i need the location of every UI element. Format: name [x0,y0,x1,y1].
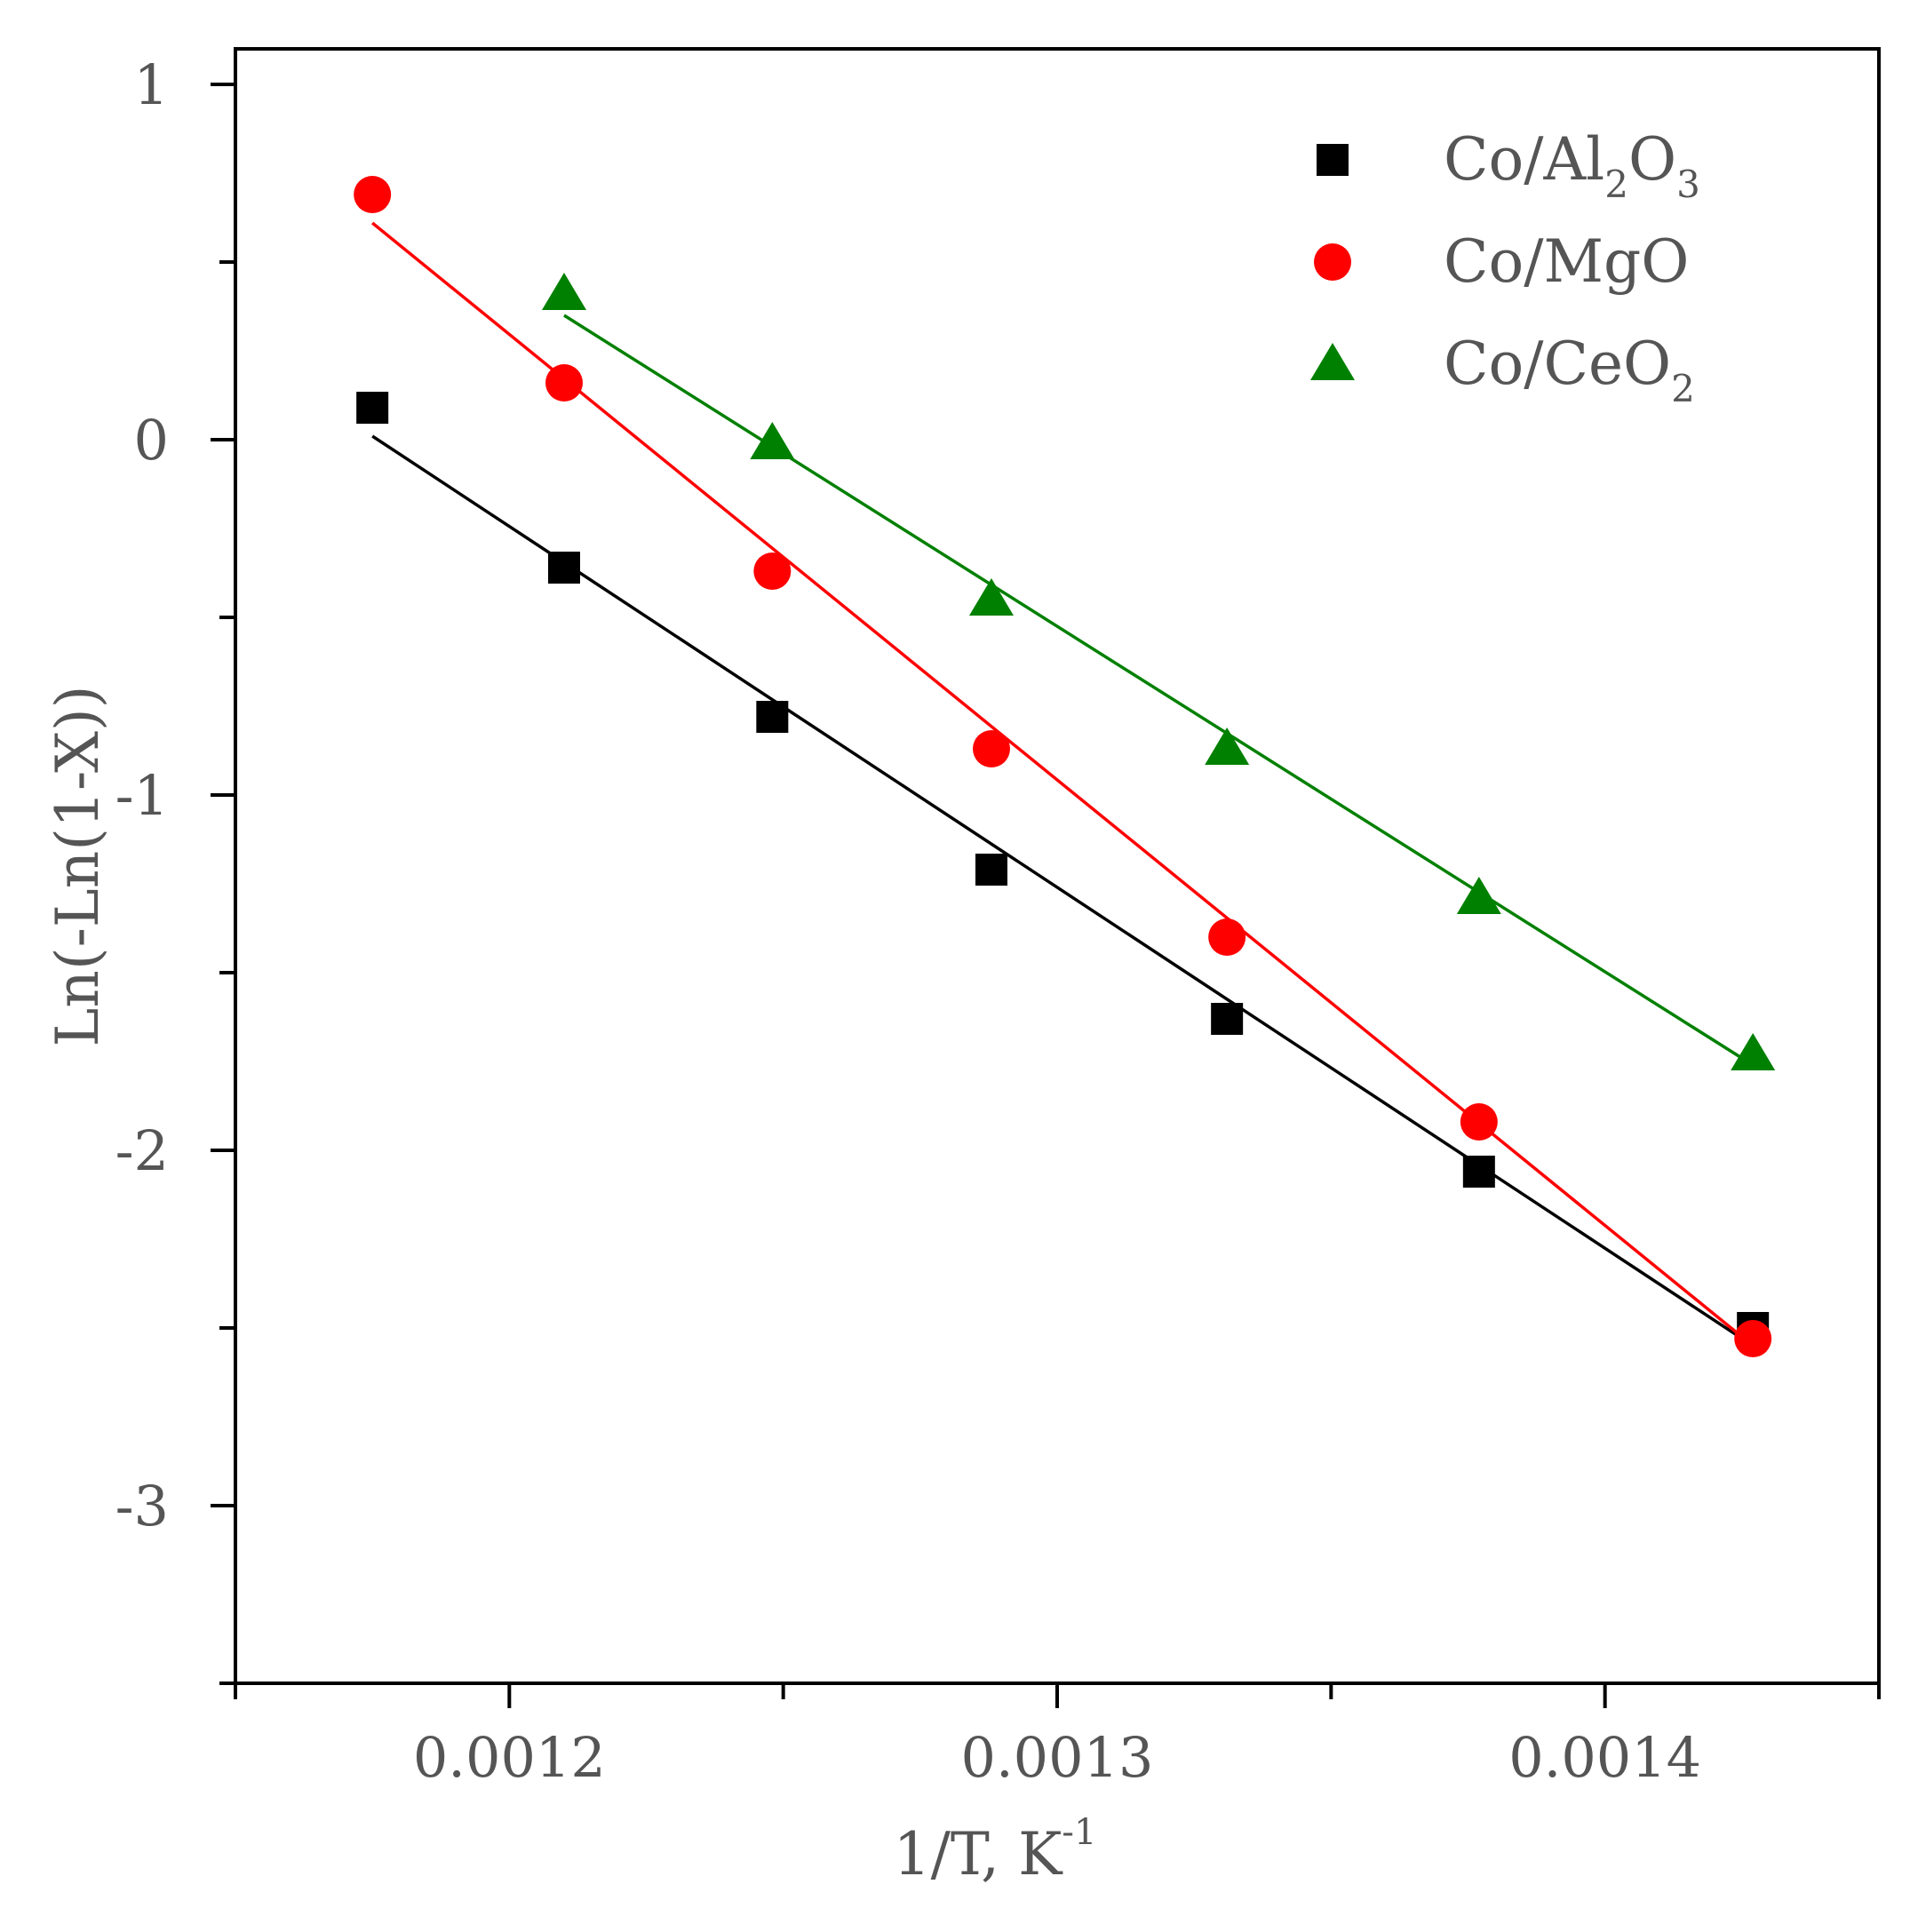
series-2-point [1208,918,1246,956]
series-1-point [356,392,389,424]
legend-label-1: Co/Al2O3 [1444,125,1700,206]
x-tick-label: 0.0012 [413,1725,606,1790]
series-2-point [545,364,583,402]
series-1-point [1211,1003,1244,1035]
x-axis-ticks: 0.0012 0.0013 0.0014 [234,1683,1881,1790]
x-axis-title-exponent: -1 [1062,1812,1096,1853]
y-tick-label: -3 [115,1474,169,1538]
series-2-point [1460,1103,1498,1141]
series-3-point [969,578,1014,616]
series-2-fit-line [371,221,1755,1348]
x-axis-title: 1/T, K-1 [894,1812,1097,1888]
legend-text-part: O [1628,125,1676,194]
legend-marker-2 [1314,243,1351,281]
y-axis-title: Ln(-Ln(1-X)) [44,686,112,1047]
series-1-point [975,854,1007,886]
legend-text-part: Co/Al [1444,125,1604,194]
series-1-fit-line [371,434,1755,1348]
series-3-point [1205,727,1250,765]
series-1-point [756,701,789,733]
series-3-point [542,273,586,310]
x-axis-title-main: 1/T, K [894,1820,1064,1888]
legend-text-part: Co/MgO [1444,227,1689,296]
legend-subscript: 2 [1671,367,1695,410]
legend-subscript: 2 [1604,163,1628,206]
data-markers [354,176,1776,1357]
y-tick-label: -1 [115,763,169,828]
x-tick-label: 0.0014 [1508,1725,1701,1790]
legend-label-2: Co/MgO [1444,227,1689,296]
legend-subscript: 3 [1676,163,1700,206]
legend-marker-3 [1310,343,1355,380]
legend-label-3: Co/CeO2 [1444,330,1695,410]
series-2-point [753,553,792,590]
series-3-point [1456,877,1501,914]
series-1-point [1462,1156,1495,1188]
y-tick-label: 0 [134,408,169,473]
y-axis-ticks: 1 0 -1 -2 -3 [115,52,235,1685]
series-2-point [1734,1320,1772,1357]
series-2-point [973,730,1010,767]
series-1-point [548,552,580,584]
legend-text-part: Co/CeO [1444,330,1671,398]
series-3-point [750,422,795,459]
x-tick-label: 0.0013 [961,1725,1154,1790]
legend-marker-1 [1317,144,1349,176]
y-tick-label: 1 [134,52,169,117]
series-3-point [1731,1033,1776,1070]
series-2-point [354,176,392,213]
y-tick-label: -2 [115,1118,169,1183]
